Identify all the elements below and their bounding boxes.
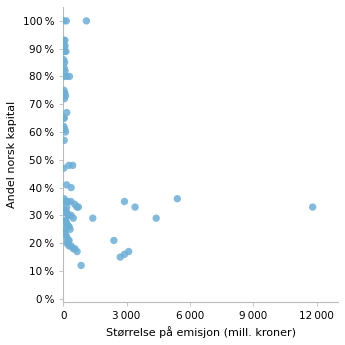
Point xyxy=(70,215,76,221)
Point xyxy=(62,68,68,73)
Point xyxy=(61,124,67,129)
Point xyxy=(175,196,180,201)
Point xyxy=(64,204,69,210)
Point xyxy=(310,204,315,210)
Point xyxy=(61,196,67,201)
Point xyxy=(64,210,70,215)
Point xyxy=(118,254,123,260)
Point xyxy=(64,110,69,115)
Point xyxy=(65,224,71,229)
Point xyxy=(66,243,72,249)
Point xyxy=(64,221,70,227)
Point xyxy=(68,185,74,190)
Point xyxy=(67,227,73,232)
Point xyxy=(78,263,84,268)
Point xyxy=(61,74,67,79)
Point xyxy=(75,249,80,254)
Point xyxy=(62,49,68,54)
Point xyxy=(65,213,71,218)
Point xyxy=(61,115,67,121)
Point xyxy=(63,129,68,135)
Point xyxy=(63,218,69,224)
Point xyxy=(90,215,96,221)
Point xyxy=(122,199,127,204)
Point xyxy=(132,204,138,210)
Point xyxy=(62,127,68,132)
Point xyxy=(66,224,72,229)
Point xyxy=(61,57,67,62)
Point xyxy=(66,213,72,218)
Point xyxy=(154,215,159,221)
Point xyxy=(61,18,67,23)
Point xyxy=(62,38,68,43)
Point xyxy=(68,213,74,218)
Point xyxy=(65,199,71,204)
Point xyxy=(64,182,69,188)
Point xyxy=(64,235,70,240)
Point xyxy=(122,252,127,257)
Point xyxy=(61,38,67,43)
Point xyxy=(62,60,67,65)
Point xyxy=(61,115,67,121)
Point xyxy=(62,229,68,235)
Point xyxy=(63,93,68,99)
Point xyxy=(61,227,67,232)
Point xyxy=(62,207,68,213)
Point xyxy=(66,162,72,168)
Point xyxy=(61,65,67,71)
Point xyxy=(67,74,72,79)
Point xyxy=(61,88,67,93)
Y-axis label: Andel norsk kapital: Andel norsk kapital xyxy=(7,101,17,208)
Point xyxy=(72,201,78,207)
Point xyxy=(62,43,68,49)
X-axis label: Størrelse på emisjon (mill. kroner): Størrelse på emisjon (mill. kroner) xyxy=(106,326,296,338)
Point xyxy=(68,243,74,249)
Point xyxy=(74,204,80,210)
Point xyxy=(76,204,81,210)
Point xyxy=(65,238,71,243)
Point xyxy=(61,218,67,224)
Point xyxy=(63,199,69,204)
Point xyxy=(111,238,117,243)
Point xyxy=(61,138,67,143)
Point xyxy=(63,232,69,238)
Point xyxy=(72,246,78,252)
Point xyxy=(70,162,76,168)
Point xyxy=(66,238,72,243)
Point xyxy=(62,218,68,224)
Point xyxy=(61,165,67,171)
Point xyxy=(126,249,131,254)
Point xyxy=(63,210,68,215)
Point xyxy=(64,74,69,79)
Point xyxy=(65,240,71,246)
Point xyxy=(63,18,69,23)
Point xyxy=(62,90,68,96)
Point xyxy=(62,96,67,101)
Point xyxy=(64,240,70,246)
Point xyxy=(61,49,67,54)
Point xyxy=(63,49,69,54)
Point xyxy=(62,199,68,204)
Point xyxy=(83,18,89,23)
Point xyxy=(70,246,76,252)
Point xyxy=(61,43,67,49)
Point xyxy=(68,199,74,204)
